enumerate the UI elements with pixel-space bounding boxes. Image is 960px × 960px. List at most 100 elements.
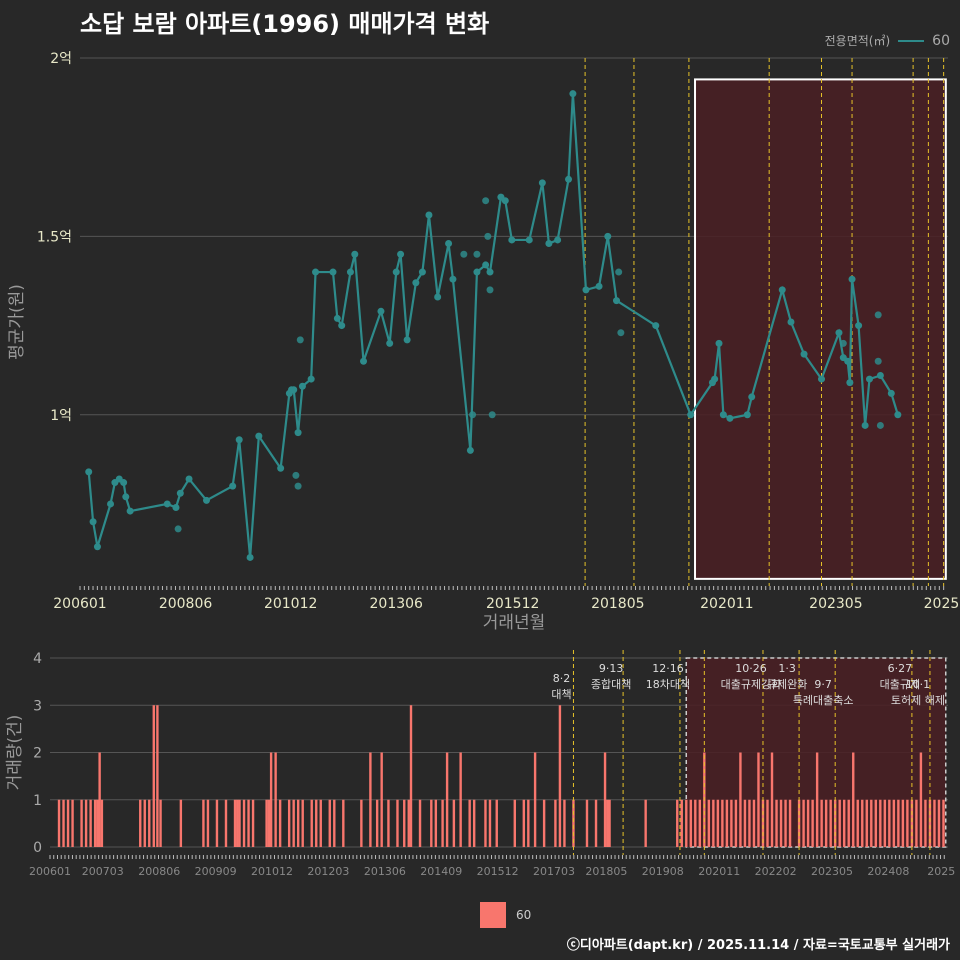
volume-bar bbox=[788, 799, 792, 847]
volume-bar bbox=[739, 752, 742, 847]
volume-bar bbox=[843, 799, 846, 847]
price-point bbox=[545, 240, 553, 248]
legend-line-swatch bbox=[898, 39, 925, 42]
volume-bar bbox=[242, 799, 246, 847]
policy-date-label: 12·16 bbox=[652, 662, 684, 675]
volume-bar bbox=[924, 799, 927, 847]
volume-bar bbox=[495, 799, 498, 847]
chart-title: 소답 보람 아파트(1996) 매매가격 변화 bbox=[80, 10, 490, 38]
price-point bbox=[595, 282, 603, 290]
policy-name-label: 토허제 해제 bbox=[891, 693, 945, 707]
price-point bbox=[360, 357, 368, 365]
x-tick-label: 201012 bbox=[264, 596, 317, 612]
x-tick-label: 202011 bbox=[700, 596, 753, 612]
volume-bar bbox=[861, 799, 864, 847]
price-point bbox=[445, 240, 453, 248]
volume-bar bbox=[676, 799, 679, 847]
volume-bar bbox=[296, 799, 300, 847]
price-point bbox=[307, 375, 315, 383]
volume-bar bbox=[513, 799, 516, 847]
price-point bbox=[85, 468, 93, 476]
volume-bar bbox=[716, 799, 720, 847]
policy-name-label: 대책 bbox=[551, 688, 571, 701]
volume-bar bbox=[779, 799, 783, 847]
x-axis-title: 거래년월 bbox=[483, 613, 546, 633]
price-point bbox=[604, 232, 612, 240]
x-tick-label: 201805 bbox=[591, 596, 644, 612]
volume-bar bbox=[748, 799, 751, 847]
price-point bbox=[726, 414, 734, 422]
volume-bar bbox=[233, 799, 237, 847]
volume-bar bbox=[725, 799, 729, 847]
volume-bar bbox=[57, 799, 61, 847]
x-tick-label: 200909 bbox=[195, 865, 237, 878]
y-tick-label: 1.5억 bbox=[37, 229, 72, 245]
y-tick-label: 0 bbox=[33, 840, 42, 856]
x-tick-label: 2025 bbox=[924, 596, 960, 612]
price-point bbox=[107, 500, 115, 508]
y-tick-label: 1억 bbox=[50, 408, 72, 424]
price-point bbox=[246, 553, 254, 561]
x-tick-label: 200806 bbox=[138, 865, 180, 878]
volume-bar bbox=[685, 799, 688, 847]
price-point bbox=[508, 236, 516, 244]
bar-legend-swatch bbox=[480, 902, 506, 928]
volume-bar bbox=[608, 799, 611, 847]
volume-bar bbox=[865, 799, 868, 847]
volume-bar bbox=[488, 799, 492, 847]
volume-bar bbox=[883, 799, 887, 847]
x-tick-label: 2025 bbox=[927, 865, 955, 878]
price-point bbox=[569, 90, 577, 98]
volume-bar bbox=[202, 799, 205, 847]
volume-bar bbox=[89, 799, 92, 847]
volume-bar bbox=[156, 705, 159, 847]
price-point bbox=[425, 211, 433, 219]
price-point bbox=[89, 518, 97, 526]
volume-bar bbox=[694, 799, 697, 847]
price-point bbox=[312, 268, 320, 276]
price-point bbox=[296, 336, 304, 344]
x-tick-label: 200601 bbox=[53, 596, 106, 612]
volume-bar bbox=[66, 799, 70, 847]
volume-bar bbox=[743, 799, 747, 847]
volume-bar bbox=[375, 799, 379, 847]
volume-bar bbox=[445, 752, 449, 847]
price-point bbox=[174, 525, 182, 533]
price-point bbox=[386, 339, 394, 347]
x-tick-label: 200601 bbox=[29, 865, 71, 878]
policy-date-label: 6·27 bbox=[888, 662, 913, 675]
volume-bar bbox=[644, 799, 647, 847]
volume-bar bbox=[797, 799, 801, 847]
price-point bbox=[818, 375, 826, 383]
volume-bar bbox=[409, 705, 413, 847]
price-point bbox=[874, 357, 882, 365]
policy-name-label: 대출규제강화 bbox=[721, 678, 782, 691]
policy-name-label: 규제완화 bbox=[767, 678, 807, 691]
x-tick-label: 202202 bbox=[755, 865, 797, 878]
price-point bbox=[743, 411, 751, 419]
price-point bbox=[486, 286, 494, 294]
volume-bar bbox=[310, 799, 313, 847]
price-point bbox=[711, 375, 719, 383]
price-point bbox=[848, 275, 856, 283]
volume-bar bbox=[224, 799, 228, 847]
x-tick-label: 200703 bbox=[82, 865, 124, 878]
y-tick-label: 1 bbox=[33, 793, 42, 809]
volume-bar bbox=[757, 752, 760, 847]
volume-bar bbox=[542, 799, 546, 847]
volume-bar bbox=[274, 752, 277, 847]
volume-bar bbox=[459, 752, 462, 847]
volume-bar bbox=[689, 799, 692, 847]
policy-date-label: 10·26 bbox=[735, 662, 767, 675]
volume-bar bbox=[152, 705, 155, 847]
price-point bbox=[865, 375, 873, 383]
price-point bbox=[126, 507, 134, 515]
volume-bar bbox=[139, 799, 142, 847]
bar-legend-label: 60 bbox=[516, 908, 532, 922]
price-point bbox=[501, 197, 509, 205]
price-point bbox=[397, 250, 405, 258]
volume-bar bbox=[856, 799, 859, 847]
y-tick-label: 3 bbox=[33, 698, 42, 714]
price-point bbox=[652, 322, 660, 330]
volume-bar bbox=[554, 799, 557, 847]
